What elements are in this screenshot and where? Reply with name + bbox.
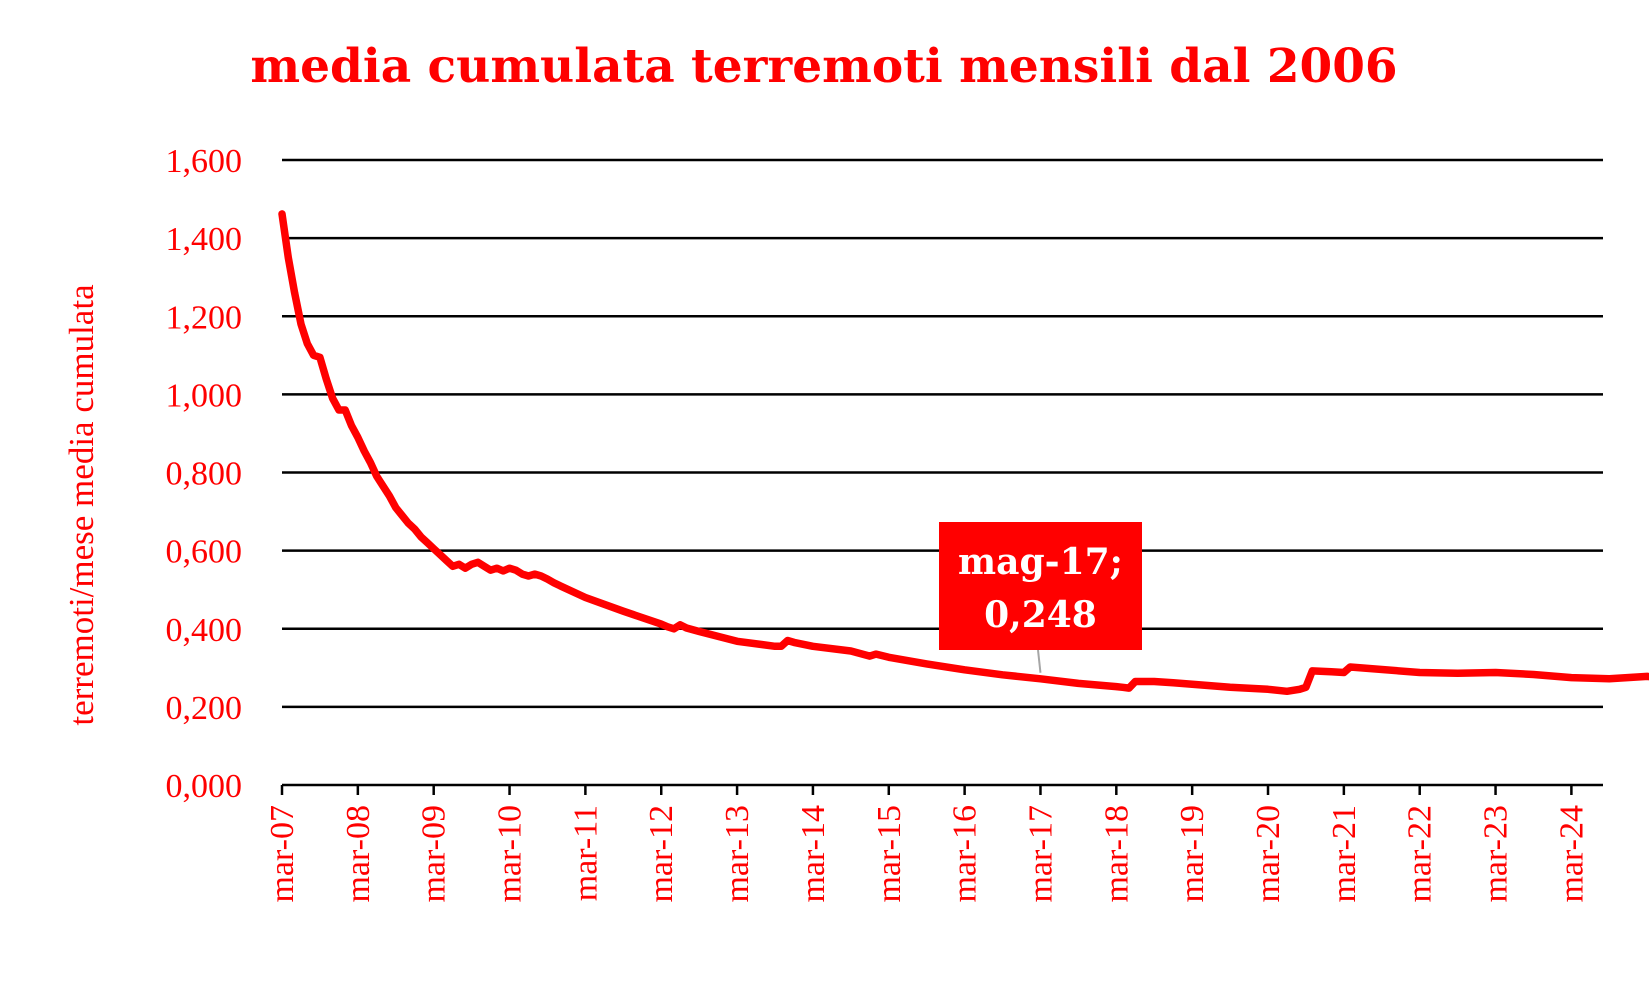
x-tick-label: mar-17 — [1022, 805, 1059, 903]
callout-label: mag-17; — [958, 541, 1123, 583]
x-tick-label: mar-07 — [264, 805, 301, 903]
y-tick-label: 0,000 — [166, 768, 243, 805]
chart-title: media cumulata terremoti mensili dal 200… — [250, 39, 1397, 94]
callout-value: 0,248 — [984, 594, 1097, 636]
x-tick-label: mar-14 — [795, 805, 832, 903]
x-tick-label: mar-08 — [340, 805, 377, 903]
y-tick-label: 0,400 — [166, 612, 243, 649]
x-tick-label: mar-12 — [643, 805, 680, 903]
x-axis: mar-07 mar-08 mar-09 mar-10 mar-11 mar-12 mar-… — [264, 783, 1603, 903]
x-tick-label: mar-09 — [416, 805, 453, 903]
y-tick-label: 0,200 — [166, 690, 243, 727]
x-tick-label: mar-24 — [1553, 805, 1590, 903]
x-tick-label: mar-22 — [1402, 805, 1439, 903]
x-tick-label: mar-16 — [947, 805, 984, 903]
series-line — [278, 210, 1649, 696]
x-tick-label: mar-19 — [1174, 805, 1211, 903]
x-tick-label: mar-23 — [1478, 805, 1515, 903]
y-tick-label: 1,000 — [166, 377, 243, 414]
x-tick-label: mar-21 — [1326, 805, 1363, 903]
x-tick-label: mar-10 — [492, 805, 529, 903]
data-callout: mag-17; 0,248 — [939, 522, 1142, 673]
x-tick-label: mar-13 — [719, 805, 756, 903]
callout-box — [939, 522, 1142, 650]
y-tick-label: 0,600 — [166, 534, 243, 571]
x-tick-label: mar-15 — [871, 805, 908, 903]
y-tick-label: 1,600 — [166, 143, 243, 180]
y-tick-label: 1,400 — [166, 221, 243, 258]
x-tick-label: mar-20 — [1250, 805, 1287, 903]
series-area — [278, 210, 1649, 696]
x-tick-label: mar-11 — [567, 805, 604, 901]
y-tick-labels: 0,000 0,200 0,400 0,600 0,800 1,000 1,200 1,400… — [166, 143, 243, 805]
x-tick-label: mar-18 — [1098, 805, 1135, 903]
y-axis-label: terremoti/mese media cumulata — [62, 284, 101, 726]
y-tick-label: 0,800 — [166, 456, 243, 493]
y-tick-label: 1,200 — [166, 299, 243, 336]
callout-leader — [1037, 649, 1042, 673]
